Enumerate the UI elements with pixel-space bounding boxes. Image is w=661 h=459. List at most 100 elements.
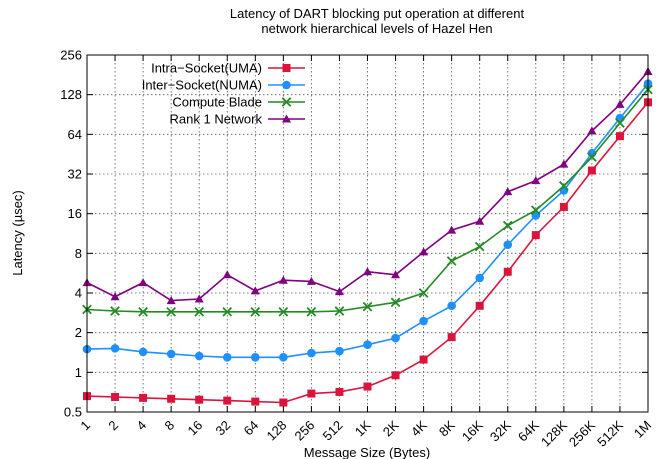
data-point bbox=[138, 278, 148, 287]
data-point bbox=[195, 395, 204, 404]
data-point bbox=[166, 349, 176, 359]
data-point bbox=[222, 353, 232, 362]
y-tick-label: 0.5 bbox=[64, 405, 82, 420]
x-tick-label: 16 bbox=[184, 418, 205, 439]
x-tick-label: 512 bbox=[320, 418, 346, 444]
y-tick-label: 2 bbox=[75, 325, 82, 340]
grid bbox=[87, 55, 648, 412]
chart-title-line-2: network hierarchical levels of Hazel Hen bbox=[261, 21, 492, 36]
y-tick-label: 16 bbox=[68, 206, 82, 221]
data-point bbox=[194, 294, 204, 303]
data-point bbox=[446, 256, 457, 266]
data-point bbox=[587, 166, 596, 175]
data-point bbox=[503, 267, 512, 276]
legend: Intra−Socket(UMA) Inter−Socket(NUMA) Compu… bbox=[142, 61, 305, 127]
data-point bbox=[419, 355, 428, 364]
y-tick-label: 1 bbox=[75, 365, 82, 380]
data-point bbox=[419, 316, 428, 326]
data-point bbox=[418, 288, 429, 298]
legend-entry: Rank 1 Network bbox=[170, 112, 305, 127]
data-point bbox=[279, 353, 288, 362]
data-point bbox=[222, 306, 233, 317]
legend-entry: Compute Blade bbox=[172, 95, 305, 110]
data-point bbox=[615, 118, 625, 128]
legend-label: Inter−Socket(NUMA) bbox=[142, 78, 262, 93]
data-point bbox=[166, 306, 176, 317]
series-group bbox=[82, 66, 653, 407]
data-point bbox=[587, 126, 597, 135]
legend-label: Compute Blade bbox=[172, 95, 262, 110]
data-point bbox=[250, 306, 261, 317]
data-point bbox=[559, 186, 569, 195]
data-point bbox=[531, 231, 540, 240]
data-point bbox=[251, 353, 260, 362]
data-point bbox=[615, 99, 625, 108]
x-tick-label: 1M bbox=[631, 418, 654, 441]
data-point bbox=[167, 394, 176, 403]
data-point bbox=[279, 398, 288, 407]
legend-marker bbox=[281, 97, 292, 107]
data-point bbox=[110, 344, 120, 353]
data-point bbox=[362, 301, 373, 312]
legend-label: Rank 1 Network bbox=[170, 112, 263, 127]
data-point bbox=[503, 187, 513, 196]
series-1 bbox=[82, 79, 653, 362]
chart-title-line-1: Latency of DART blocking put operation a… bbox=[230, 6, 525, 21]
data-point bbox=[447, 333, 456, 342]
data-point bbox=[391, 270, 401, 279]
series-2 bbox=[82, 84, 653, 317]
data-point bbox=[475, 301, 484, 310]
x-axis-title: Message Size (Bytes) bbox=[304, 445, 430, 459]
data-point bbox=[447, 301, 456, 311]
data-point bbox=[222, 270, 232, 279]
data-point bbox=[111, 392, 120, 401]
plot-frame bbox=[86, 54, 649, 413]
data-point bbox=[503, 240, 513, 250]
y-tick-label: 4 bbox=[75, 286, 82, 301]
data-point bbox=[530, 205, 541, 216]
data-point bbox=[251, 397, 260, 406]
data-point bbox=[194, 306, 205, 317]
data-point bbox=[615, 132, 624, 141]
data-point bbox=[194, 351, 204, 361]
data-point bbox=[306, 276, 316, 285]
data-point bbox=[138, 347, 148, 357]
legend-marker bbox=[282, 114, 291, 123]
data-point bbox=[278, 275, 288, 284]
data-point bbox=[166, 296, 176, 305]
data-point bbox=[307, 348, 316, 358]
y-tick-label: 32 bbox=[68, 167, 82, 182]
data-point bbox=[391, 333, 400, 343]
x-tick-label: 1K bbox=[352, 417, 374, 439]
y-tick-label: 256 bbox=[60, 48, 82, 63]
x-tick-label: 1 bbox=[77, 418, 93, 434]
data-point bbox=[391, 371, 400, 380]
data-point bbox=[334, 306, 345, 316]
x-tick-label: 4 bbox=[133, 418, 149, 434]
y-axis-title: Latency (µsec) bbox=[10, 190, 25, 276]
data-point bbox=[559, 181, 569, 191]
data-point bbox=[335, 387, 344, 396]
series-3 bbox=[82, 66, 653, 305]
data-point bbox=[474, 241, 485, 252]
x-tick-label: 2 bbox=[105, 418, 121, 434]
data-point bbox=[531, 176, 541, 185]
data-point bbox=[559, 202, 568, 211]
data-point bbox=[223, 396, 232, 405]
data-point bbox=[307, 389, 316, 398]
data-point bbox=[278, 306, 289, 317]
data-point bbox=[363, 340, 372, 350]
data-point bbox=[559, 159, 569, 168]
data-point bbox=[138, 306, 148, 317]
legend-entry: Inter−Socket(NUMA) bbox=[142, 78, 305, 93]
legend-marker bbox=[282, 80, 291, 90]
data-point bbox=[419, 247, 429, 256]
data-point bbox=[139, 393, 148, 402]
x-tick-label: 128K bbox=[538, 417, 570, 449]
legend-entry: Intra−Socket(UMA) bbox=[151, 61, 305, 76]
data-point bbox=[390, 297, 401, 308]
x-tick-label: 2K bbox=[380, 417, 402, 439]
data-point bbox=[110, 306, 120, 316]
data-point bbox=[335, 346, 344, 356]
